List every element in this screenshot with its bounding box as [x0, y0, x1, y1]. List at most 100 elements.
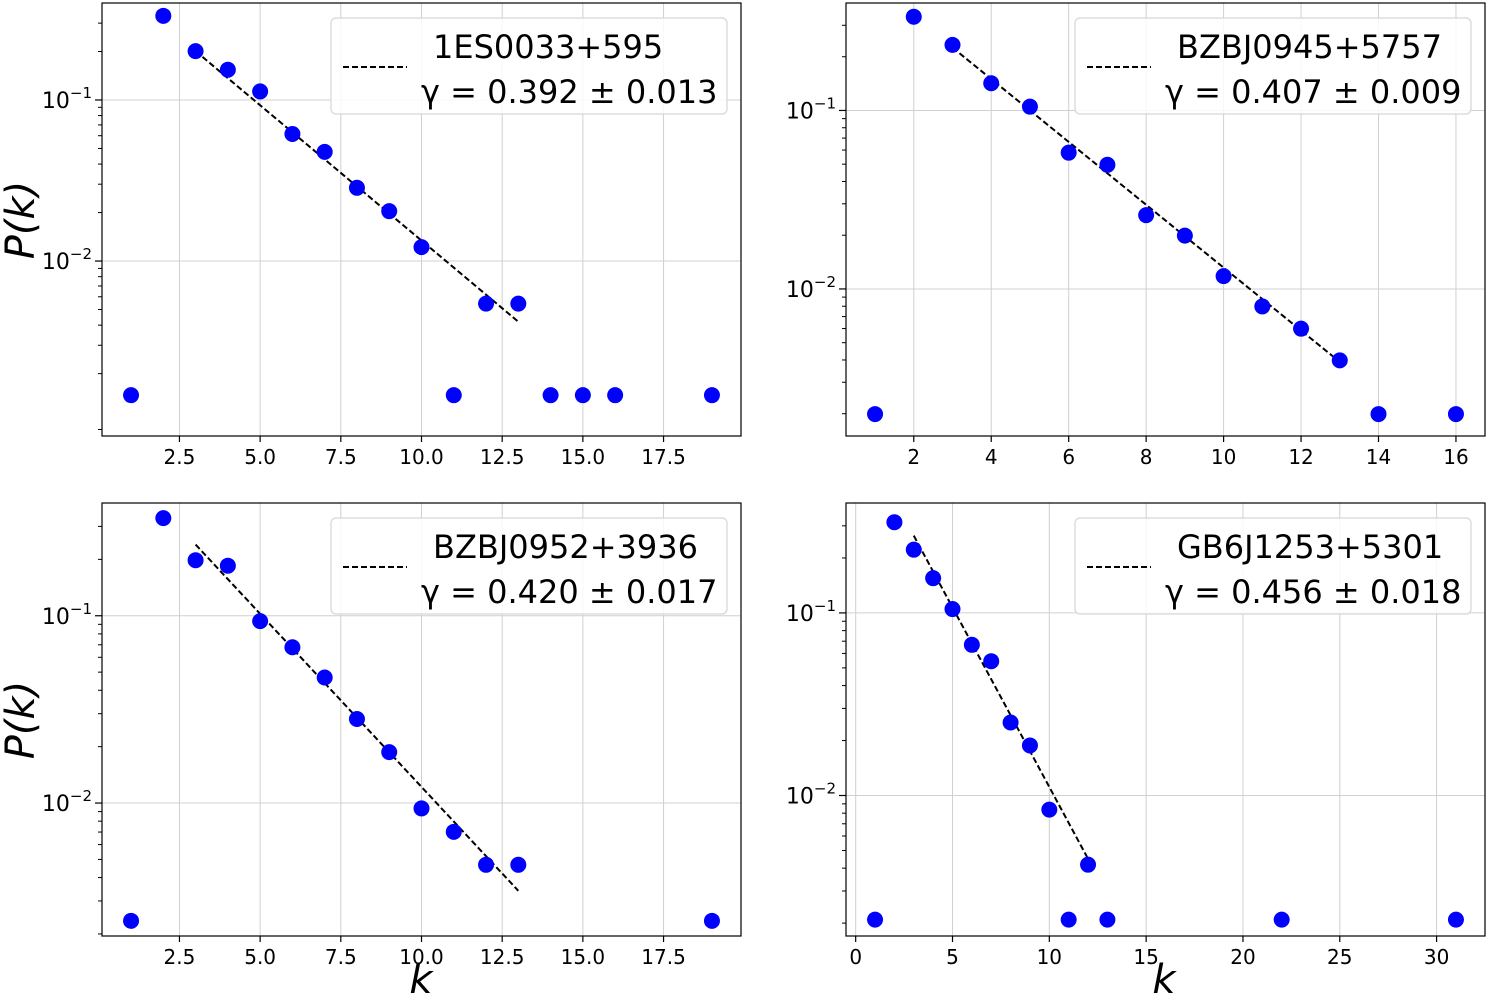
data-point — [1370, 406, 1387, 423]
data-point — [1293, 320, 1310, 337]
panels: 2.5 5.0 7.5 10.0 12.5 15.0 17.5 10−1 10−2 1ES0033… — [42, 2, 1486, 969]
data-point — [574, 387, 591, 404]
data-point — [284, 125, 301, 142]
chart-panel-4: 0 5 10 15 20 25 30 10−1 10−2 GB6J1253+5301 γ = 0.4… — [786, 502, 1486, 969]
data-point — [381, 744, 398, 761]
chart-panel-3: 2.5 5.0 7.5 10.0 12.5 15.0 17.5 10−1 10−2 BZBJ095… — [42, 502, 742, 969]
legend-gamma-text: γ = 0.420 ± 0.017 — [421, 573, 717, 611]
data-point — [284, 639, 301, 656]
data-point — [983, 653, 1000, 670]
data-point — [905, 8, 922, 25]
data-point — [1176, 227, 1193, 244]
legend-label: GB6J1253+5301 — [1177, 528, 1443, 566]
legend-label: BZBJ0952+3936 — [433, 528, 698, 566]
y-tick-label: 10−1 — [42, 84, 92, 114]
axes-frame — [101, 502, 742, 937]
legend: 1ES0033+595 γ = 0.392 ± 0.013 — [330, 17, 728, 115]
data-point — [944, 36, 961, 53]
x-tick-label: 10.0 — [399, 445, 444, 469]
data-point — [944, 601, 961, 618]
data-point — [155, 510, 172, 527]
y-tick-label: 10−2 — [786, 273, 836, 303]
legend-gamma-text: γ = 0.407 ± 0.009 — [1165, 73, 1461, 111]
data-point — [925, 570, 942, 587]
data-point — [155, 7, 172, 24]
xlabel-left: k — [409, 957, 434, 1000]
x-tick-label: 2.5 — [164, 445, 196, 469]
data-point — [1215, 268, 1232, 285]
x-tick-label: 10 — [1037, 945, 1062, 969]
legend-box — [1074, 17, 1472, 115]
data-point — [445, 387, 462, 404]
data-point — [445, 823, 462, 840]
legend-box — [330, 517, 728, 615]
y-tick-label: 10−2 — [786, 779, 836, 809]
data-point — [886, 514, 903, 531]
x-tick-label: 0 — [849, 945, 862, 969]
y-tick-label: 10−1 — [786, 597, 836, 627]
data-point — [219, 61, 236, 78]
data-point — [1138, 207, 1155, 224]
y-tick-label: 10−1 — [786, 94, 836, 124]
legend-gamma-text: γ = 0.392 ± 0.013 — [421, 73, 717, 111]
x-tick-label: 5.0 — [244, 945, 276, 969]
y-tick-label: 10−2 — [42, 787, 92, 817]
legend-box — [1074, 517, 1472, 615]
fit-line — [951, 46, 1341, 363]
data-point — [348, 711, 365, 728]
data-point — [187, 43, 204, 60]
data-point — [1021, 737, 1038, 754]
ylabel-bottom: P(k) — [0, 681, 44, 760]
x-tick-label: 12 — [1288, 445, 1313, 469]
x-tick-label: 15.0 — [561, 445, 606, 469]
data-point — [123, 912, 140, 929]
x-tick-label: 14 — [1366, 445, 1391, 469]
data-point — [1080, 856, 1097, 873]
data-point — [1002, 714, 1019, 731]
x-tick-label: 10.0 — [399, 945, 444, 969]
data-point — [1099, 911, 1116, 928]
data-point — [316, 669, 333, 686]
axes-frame — [101, 2, 742, 437]
legend-box — [330, 17, 728, 115]
x-tick-label: 5 — [946, 945, 959, 969]
data-point — [413, 239, 430, 256]
data-point — [219, 557, 236, 574]
x-tick-label: 6 — [1062, 445, 1075, 469]
x-tick-label: 30 — [1424, 945, 1449, 969]
y-tick-label: 10−2 — [42, 245, 92, 275]
data-point — [703, 912, 720, 929]
x-tick-label: 12.5 — [480, 445, 525, 469]
data-point — [867, 406, 884, 423]
data-point — [542, 387, 559, 404]
data-point — [1273, 911, 1290, 928]
data-point — [381, 203, 398, 220]
data-point — [510, 856, 527, 873]
legend-gamma-text: γ = 0.456 ± 0.018 — [1165, 573, 1461, 611]
data-point — [1021, 98, 1038, 115]
x-tick-label: 4 — [985, 445, 998, 469]
x-tick-label: 12.5 — [480, 945, 525, 969]
data-point — [1060, 911, 1077, 928]
y-tick-label: 10−1 — [42, 600, 92, 630]
legend-label: BZBJ0945+5757 — [1177, 28, 1442, 66]
x-tick-label: 25 — [1327, 945, 1352, 969]
data-point — [607, 387, 624, 404]
fit-line — [912, 535, 1089, 860]
axes-frame — [845, 502, 1486, 937]
data-point — [1447, 911, 1464, 928]
data-point — [510, 295, 527, 312]
data-point — [252, 83, 269, 100]
data-point — [413, 800, 430, 817]
x-tick-label: 2 — [907, 445, 920, 469]
legend: BZBJ0952+3936 γ = 0.420 ± 0.017 — [330, 517, 728, 615]
data-point — [905, 541, 922, 558]
data-point — [1099, 156, 1116, 173]
data-point — [1331, 352, 1348, 369]
x-tick-label: 5.0 — [244, 445, 276, 469]
x-tick-label: 15.0 — [561, 945, 606, 969]
data-point — [1254, 298, 1271, 315]
x-tick-label: 20 — [1230, 945, 1255, 969]
data-point — [187, 552, 204, 569]
